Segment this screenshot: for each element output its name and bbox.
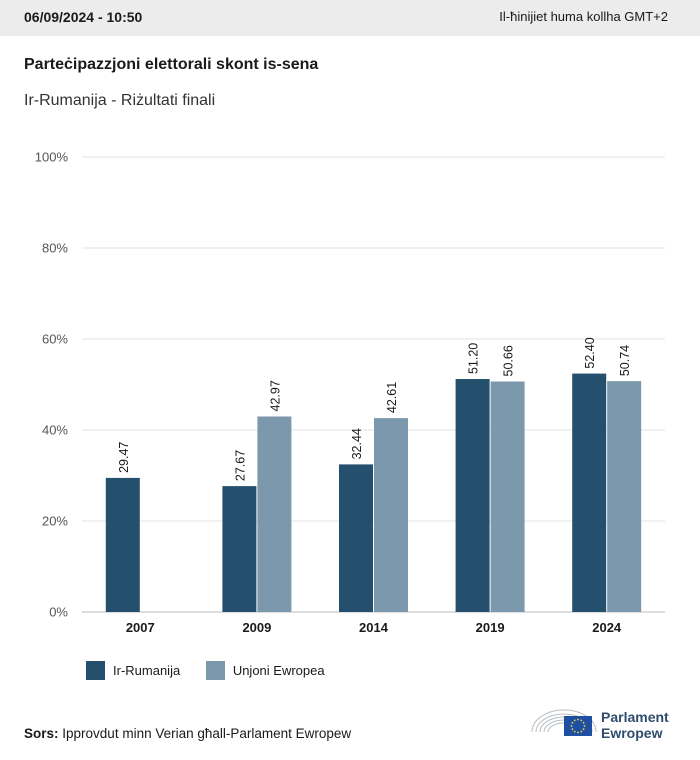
- header-bar: 06/09/2024 - 10:50 Il-ħinijiet huma koll…: [0, 0, 700, 36]
- x-tick-label: 2014: [359, 620, 389, 635]
- y-tick-label: 20%: [42, 514, 68, 529]
- logo-line-2: Ewropew: [601, 725, 663, 741]
- legend-swatch-eu: [205, 661, 225, 680]
- logo-line-1: Parlament: [601, 709, 669, 725]
- bar-romania: [572, 373, 607, 612]
- y-tick-label: 100%: [35, 150, 69, 165]
- data-label: 42.61: [385, 382, 399, 413]
- legend-item-eu: Unjoni Ewropea: [205, 661, 325, 680]
- y-tick-label: 40%: [42, 423, 68, 438]
- source-note: Sors: Ipprovdut minn Verian għall-Parlam…: [24, 726, 351, 741]
- data-label: 42.97: [268, 380, 282, 411]
- data-label: 52.40: [583, 337, 597, 368]
- bar-romania: [339, 464, 373, 612]
- bar-eu: [607, 381, 642, 612]
- bar-eu: [490, 381, 525, 612]
- data-label: 27.67: [233, 450, 247, 481]
- bar-chart: 0% 20% 40% 60% 80% 100% 29.47 2007 27.67 42.97 200…: [35, 150, 665, 635]
- y-tick-label: 60%: [42, 332, 68, 347]
- legend-swatch-romania: [86, 661, 105, 680]
- x-tick-label: 2019: [476, 620, 505, 635]
- datetime: 06/09/2024 - 10:50: [24, 9, 143, 25]
- y-tick-label: 80%: [42, 241, 68, 256]
- x-tick-label: 2009: [242, 620, 271, 635]
- legend-item-romania: Ir-Rumanija: [86, 661, 180, 680]
- data-label: 32.44: [350, 428, 364, 459]
- x-tick-label: 2024: [592, 620, 622, 635]
- x-tick-label: 2007: [126, 620, 155, 635]
- legend-label-eu: Unjoni Ewropea: [232, 663, 325, 678]
- chart-title: Parteċipazzjoni elettorali skont is-sena: [24, 56, 319, 73]
- chart-subtitle: Ir-Rumanija - Riżultati finali: [24, 92, 216, 109]
- data-label: 50.74: [618, 345, 632, 376]
- parliament-logo: Parlament Ewropew: [530, 702, 680, 742]
- data-label: 29.47: [117, 442, 131, 473]
- source-label: Sors:: [24, 726, 59, 741]
- y-tick-label: 0%: [49, 605, 68, 620]
- logo-text: Parlament Ewropew: [601, 709, 669, 741]
- data-label: 50.66: [502, 345, 516, 376]
- bar-romania: [222, 486, 257, 612]
- bar-eu: [374, 418, 408, 612]
- bar-romania: [455, 379, 490, 612]
- legend: Ir-Rumanija Unjoni Ewropea: [86, 661, 347, 683]
- source-text: Ipprovdut minn Verian għall-Parlament Ew…: [62, 726, 352, 741]
- legend-label-romania: Ir-Rumanija: [113, 663, 181, 678]
- bar-eu: [257, 416, 292, 612]
- hemicycle-flag-icon: [531, 709, 597, 736]
- data-label: 51.20: [467, 343, 481, 374]
- bar-romania: [105, 477, 140, 612]
- timezone-note: Il-ħinijiet huma kollha GMT+2: [499, 9, 668, 24]
